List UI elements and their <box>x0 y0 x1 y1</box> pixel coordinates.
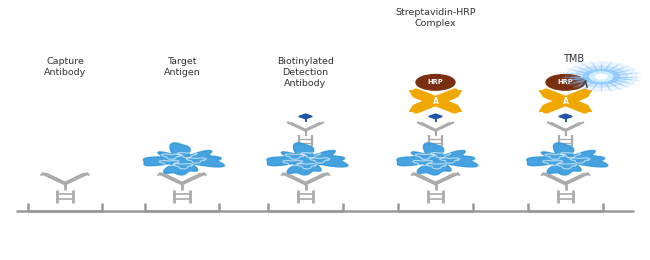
Circle shape <box>566 62 637 91</box>
Polygon shape <box>144 143 224 175</box>
Text: A: A <box>562 96 569 106</box>
Text: Streptavidin-HRP
Complex: Streptavidin-HRP Complex <box>395 8 476 28</box>
Bar <box>554 97 577 105</box>
Polygon shape <box>559 114 572 119</box>
Polygon shape <box>578 106 592 112</box>
Text: A: A <box>432 96 439 106</box>
Polygon shape <box>397 143 478 175</box>
Text: Biotinylated
Detection
Antibody: Biotinylated Detection Antibody <box>277 57 334 88</box>
Text: Capture
Antibody: Capture Antibody <box>44 57 86 77</box>
Polygon shape <box>540 91 552 96</box>
Text: HRP: HRP <box>428 79 443 85</box>
Circle shape <box>575 66 627 87</box>
Polygon shape <box>429 114 442 119</box>
Polygon shape <box>410 91 422 96</box>
Circle shape <box>583 69 619 84</box>
Bar <box>424 97 447 105</box>
Circle shape <box>546 75 585 90</box>
Circle shape <box>416 75 455 90</box>
Text: TMB: TMB <box>564 54 584 64</box>
Polygon shape <box>540 106 552 112</box>
Circle shape <box>595 74 607 79</box>
Polygon shape <box>299 114 312 119</box>
Circle shape <box>590 72 613 81</box>
Polygon shape <box>448 91 461 96</box>
Polygon shape <box>527 143 608 175</box>
Polygon shape <box>410 106 422 112</box>
Text: Target
Antigen: Target Antigen <box>164 57 200 77</box>
Polygon shape <box>448 106 461 112</box>
Polygon shape <box>578 91 592 96</box>
Polygon shape <box>267 143 348 175</box>
Text: HRP: HRP <box>558 79 573 85</box>
